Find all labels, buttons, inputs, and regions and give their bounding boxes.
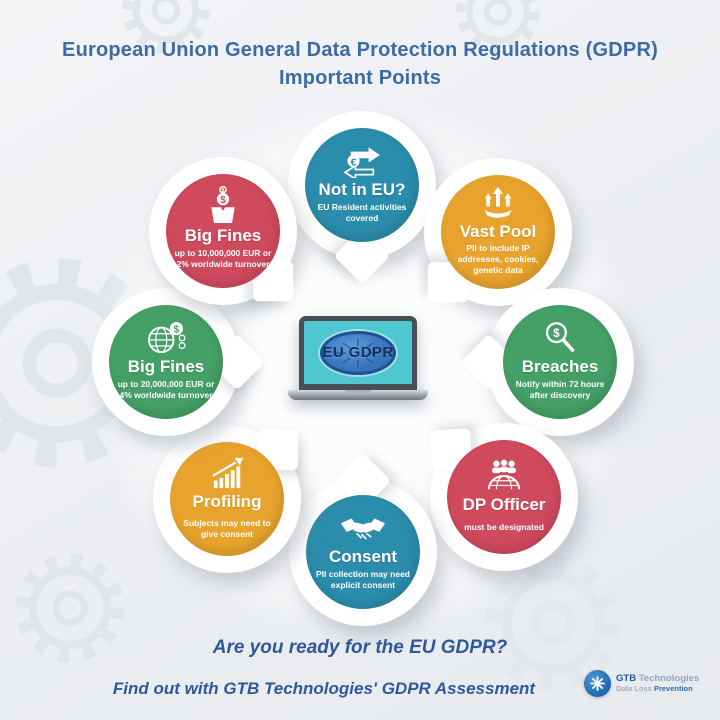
bubble-disc: $ Breaches Notify within 72 hours after …: [503, 305, 617, 419]
bubble-subtitle: PII to include IP addresses, cookies, ge…: [457, 243, 539, 276]
page-title-line1: European Union General Data Protection R…: [62, 39, 658, 61]
bubble-title: Vast Pool: [459, 221, 537, 241]
gtb-name-rest: Technologies: [638, 672, 700, 684]
bubble-title: Consent: [329, 547, 397, 567]
svg-text:€: €: [351, 157, 357, 168]
bubble-subtitle: up to 10,000,000 EUR or 2% worldwide tur…: [174, 247, 272, 269]
team-globe-icon: [483, 459, 525, 493]
bubble-title: Big Fines: [127, 357, 205, 377]
growth-arrows-hand-icon: [478, 186, 518, 220]
page-title: European Union General Data Protection R…: [0, 36, 720, 92]
bubble-title: Not in EU?: [318, 180, 406, 200]
svg-text:$: $: [553, 327, 560, 340]
gear-icon: [10, 548, 130, 668]
bubble-disc: $ $ Big Fines up to 10,000,000 EUR or 2%…: [166, 174, 280, 288]
svg-text:$: $: [173, 325, 179, 336]
bubble-subtitle: up to 20,000,000 EUR or 4% worldwide tur…: [117, 378, 215, 400]
bar-chart-growth-icon: [208, 457, 246, 490]
laptop-screen: EU GDPR: [299, 316, 417, 390]
laptop-illustration: EU GDPR: [283, 316, 433, 400]
bubble-subtitle: must be designated: [464, 521, 544, 532]
bubble-title: DP Officer: [462, 495, 546, 515]
transfer-arrows-icon: €: [339, 146, 385, 179]
bubble-disc: $ Big Fines up to 20,000,000 EUR or 4% w…: [109, 305, 223, 419]
bubble-subtitle: Subjects may need to give consent: [183, 517, 271, 539]
footer-question: Are you ready for the EU GDPR?: [212, 637, 508, 658]
magnifier-money-icon: $: [542, 322, 578, 355]
footer-cta: Find out with GTB Technologies' GDPR Ass…: [112, 679, 536, 698]
gtb-logo-text: GTB Technologies Data Loss Prevention: [616, 672, 700, 694]
gear-icon: [452, 0, 544, 58]
gear-icon: [118, 0, 214, 58]
gtb-name: GTB: [616, 672, 637, 684]
bubble-subtitle: PII collection may need explicit consent: [315, 568, 410, 590]
gtb-tagline-gray: Data Loss: [616, 683, 652, 693]
svg-text:$: $: [222, 188, 225, 194]
gtb-logo: GTB Technologies Data Loss Prevention: [584, 670, 699, 697]
bubble-big-fines-10m: $ $ Big Fines up to 10,000,000 EUR or 2%…: [149, 157, 297, 305]
bubble-subtitle: Notify within 72 hours after discovery: [515, 378, 605, 400]
bubble-title: Breaches: [521, 357, 599, 377]
bubble-disc: Consent PII collection may need explicit…: [306, 495, 420, 609]
gear-icon: [478, 548, 628, 698]
bubble-title: Big Fines: [184, 226, 262, 246]
bubble-disc: Vast Pool PII to include IP addresses, c…: [441, 175, 555, 289]
bubble-subtitle: EU Resident activities covered: [317, 201, 407, 223]
gtb-star-icon: [584, 670, 611, 697]
page-title-line2: Important Points: [278, 67, 442, 89]
bubble-profiling: Profiling Subjects may need to give cons…: [153, 425, 301, 573]
handshake-icon: [340, 513, 386, 545]
laptop-base: [288, 390, 428, 400]
bubble-not-in-eu: € Not in EU? EU Resident activities cove…: [288, 111, 436, 285]
bubble-big-fines-20m: $ Big Fines up to 20,000,000 EUR or 4% w…: [92, 288, 266, 436]
bubble-disc: € Not in EU? EU Resident activities cove…: [305, 128, 419, 242]
compass-spokes-icon: [336, 338, 380, 367]
bubble-disc: Profiling Subjects may need to give cons…: [170, 442, 284, 556]
bubble-dp-officer: DP Officer must be designated: [430, 423, 578, 571]
globe-money-icon: $: [145, 321, 187, 355]
basket-coins-icon: $ $: [205, 186, 241, 224]
bubble-breaches: $ Breaches Notify within 72 hours after …: [460, 288, 634, 436]
bubble-disc: DP Officer must be designated: [447, 440, 561, 554]
bubble-vast-pool: Vast Pool PII to include IP addresses, c…: [424, 158, 572, 306]
gtb-tagline-blue: Prevention: [653, 683, 693, 693]
bubble-consent: Consent PII collection may need explicit…: [289, 452, 437, 626]
screen-label: EU GDPR: [322, 343, 394, 361]
bubble-title: Profiling: [192, 492, 262, 512]
svg-text:$: $: [220, 195, 226, 206]
eu-flag-oval: [320, 330, 396, 375]
